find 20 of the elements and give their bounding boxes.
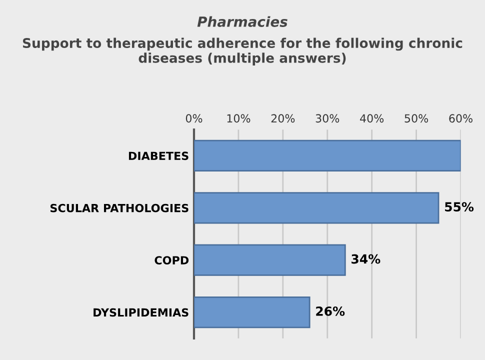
y-tick-label: COPD [154, 256, 189, 264]
y-tick-label: SCULAR PATHOLOGIES [50, 204, 188, 212]
x-tick-label: 10% [227, 114, 250, 123]
bar [194, 140, 461, 172]
bar [194, 244, 346, 276]
bar [194, 296, 310, 328]
y-tick-label: DIABETES [128, 152, 188, 160]
data-label: 55% [445, 202, 474, 212]
x-tick-label: 60% [449, 114, 472, 123]
x-tick-label: 20% [271, 114, 295, 123]
x-tick-label: 40% [360, 114, 384, 123]
data-label: 26% [316, 306, 345, 316]
data-label: 34% [352, 254, 380, 264]
chart-title: Pharmacies [197, 16, 288, 27]
x-tick-label: 30% [316, 114, 340, 123]
x-tick-label: 0% [186, 114, 202, 123]
y-tick-label: DYSLIPIDEMIAS [94, 308, 188, 317]
chart-subtitle: Support to therapeutic adherence for the following chronic diseases (multiple answers) [22, 38, 462, 66]
bar [194, 192, 440, 224]
x-tick-label: 50% [404, 114, 428, 123]
